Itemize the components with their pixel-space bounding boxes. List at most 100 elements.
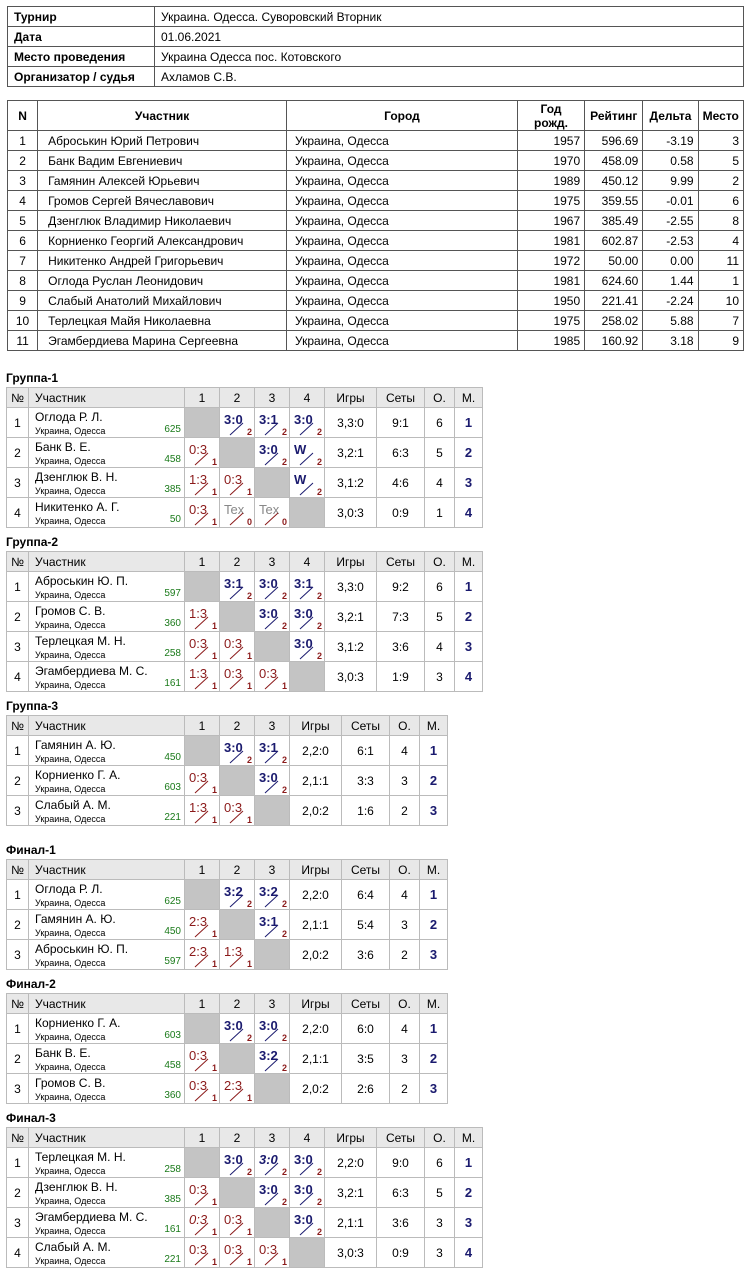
group-games: 3,0:3 <box>324 661 377 692</box>
group-row: 1 Гамянин А. Ю. Украина, Одесса 450 3:0 2 3:1 2… <box>6 735 448 766</box>
group-games: 2,0:2 <box>289 795 342 826</box>
match-result-cell: 0:3 1 <box>219 1237 255 1268</box>
match-result-cell: 3:0 2 <box>289 1147 325 1178</box>
group-col-games: Игры <box>324 551 377 572</box>
participant-row: 8 Оглода Руслан Леонидович Украина, Одесса… <box>6 270 745 291</box>
group-sets: 4:6 <box>376 467 425 498</box>
slash-divider <box>299 422 314 436</box>
player-name: Корниенко Г. А. <box>35 1016 121 1030</box>
group-player-cell: Никитенко А. Г. Украина, Одесса 50 <box>28 497 185 528</box>
group-points: 3 <box>389 1043 420 1074</box>
player-name: Гамянин А. Ю. <box>35 912 116 926</box>
match-score: 0:3 <box>224 800 243 815</box>
group-col-opponent: 1 <box>184 859 220 880</box>
group-place: 3 <box>454 467 483 498</box>
participant-row: 6 Корниенко Георгий Александрович Украина,… <box>6 230 745 251</box>
match-points: 1 <box>246 651 252 661</box>
group-sets: 2:6 <box>341 1073 390 1104</box>
player-rating: 603 <box>164 782 181 793</box>
info-key: Место проведения <box>7 46 155 67</box>
match-points: 2 <box>281 1197 287 1207</box>
participant-name: Никитенко Андрей Григорьевич <box>37 250 288 271</box>
group-row: 2 Банк В. Е. Украина, Одесса 458 0:3 1 3:2 2 2,1… <box>6 1043 448 1074</box>
match-score: 3:0 <box>294 1182 313 1197</box>
group-table: № Участник 1 2 3 Игры Сеты О. М. 1 Корниенко Г. А.… <box>6 993 448 1104</box>
match-result-cell: 3:0 2 <box>219 407 255 438</box>
group-row-num: 2 <box>6 765 29 796</box>
participant-row: 1 Аброськин Юрий Петрович Украина, Одесса 1… <box>6 130 745 151</box>
group-place: 2 <box>454 1177 483 1208</box>
group-row-num: 1 <box>6 1013 29 1044</box>
group-games: 2,0:2 <box>289 1073 342 1104</box>
group-block: Финал-1 № Участник 1 2 3 Игры Сеты О. М. 1 Оглода Р… <box>6 841 448 970</box>
player-rating: 360 <box>164 1090 181 1101</box>
group-sets: 7:3 <box>376 601 425 632</box>
participant-delta: 1.44 <box>642 270 699 291</box>
match-points: 2 <box>281 755 287 765</box>
match-score: 0:3 <box>224 636 243 651</box>
slash-divider <box>229 894 244 908</box>
group-row-num: 2 <box>6 1043 29 1074</box>
participant-number: 1 <box>6 130 39 151</box>
group-header-row: № Участник 1 2 3 Игры Сеты О. М. <box>6 993 448 1014</box>
match-result-cell: 0:3 1 <box>219 467 255 498</box>
match-score: 3:0 <box>224 740 243 755</box>
match-score: 3:2 <box>259 1048 278 1063</box>
player-city: Украина, Одесса <box>35 1256 106 1266</box>
group-player-cell: Аброськин Ю. П. Украина, Одесса 597 <box>28 939 185 970</box>
slash-divider <box>229 1028 244 1042</box>
info-value: Украина. Одесса. Суворовский Вторник <box>154 6 744 27</box>
col-header-n: N <box>6 100 39 131</box>
match-score: 3:1 <box>294 576 313 591</box>
group-sets: 6:4 <box>341 879 390 910</box>
slash-divider <box>264 894 279 908</box>
player-rating: 450 <box>164 752 181 763</box>
slash-divider <box>229 676 244 690</box>
participant-birth-year: 1972 <box>516 250 586 271</box>
player-city: Украина, Одесса <box>35 1196 106 1206</box>
player-name: Терлецкая М. Н. <box>35 634 126 648</box>
group-player-cell: Громов С. В. Украина, Одесса 360 <box>28 1073 185 1104</box>
participant-city: Украина, Одесса <box>286 190 518 211</box>
group-col-opponent: 3 <box>254 859 290 880</box>
participant-rating: 359.55 <box>584 190 644 211</box>
diagonal-cell <box>219 601 255 632</box>
player-rating: 458 <box>164 454 181 465</box>
group-sets: 9:0 <box>376 1147 425 1178</box>
participant-number: 11 <box>6 330 39 351</box>
match-score: 3:0 <box>294 636 313 651</box>
group-col-opponent: 3 <box>254 387 290 408</box>
match-result-cell: 3:0 2 <box>289 1207 325 1238</box>
match-points: 2 <box>246 1167 252 1177</box>
match-score: 3:1 <box>259 412 278 427</box>
group-place: 4 <box>454 497 483 528</box>
group-games: 2,1:1 <box>289 765 342 796</box>
group-row: 1 Оглода Р. Л. Украина, Одесса 625 3:0 2 3:1 2 3… <box>6 407 483 438</box>
group-col-points: О. <box>424 551 455 572</box>
match-result-cell: 3:0 2 <box>289 1177 325 1208</box>
match-score: 1:3 <box>224 944 243 959</box>
group-player-cell: Громов С. В. Украина, Одесса 360 <box>28 601 185 632</box>
match-points: 1 <box>211 457 217 467</box>
info-row: Дата 01.06.2021 <box>7 26 744 47</box>
group-points: 6 <box>424 407 455 438</box>
participant-birth-year: 1975 <box>516 310 586 331</box>
match-points: 2 <box>316 457 322 467</box>
group-row: 1 Терлецкая М. Н. Украина, Одесса 258 3:0 2 3:… <box>6 1147 483 1178</box>
match-score: 3:0 <box>224 1152 243 1167</box>
match-result-cell: 0:3 1 <box>219 631 255 662</box>
participant-delta: -2.55 <box>642 210 699 231</box>
group-points: 3 <box>424 1237 455 1268</box>
group-games: 2,1:1 <box>324 1207 377 1238</box>
participant-place: 2 <box>697 170 745 191</box>
match-points: 1 <box>211 651 217 661</box>
group-col-points: О. <box>389 715 420 736</box>
info-key: Дата <box>7 26 155 47</box>
participant-rating: 458.09 <box>584 150 644 171</box>
match-score: 0:3 <box>224 472 243 487</box>
group-points: 3 <box>389 765 420 796</box>
group-col-points: О. <box>389 859 420 880</box>
match-score: 3:2 <box>259 884 278 899</box>
player-city: Украина, Одесса <box>35 516 106 526</box>
info-row: Организатор / судья Ахламов С.В. <box>7 66 744 87</box>
